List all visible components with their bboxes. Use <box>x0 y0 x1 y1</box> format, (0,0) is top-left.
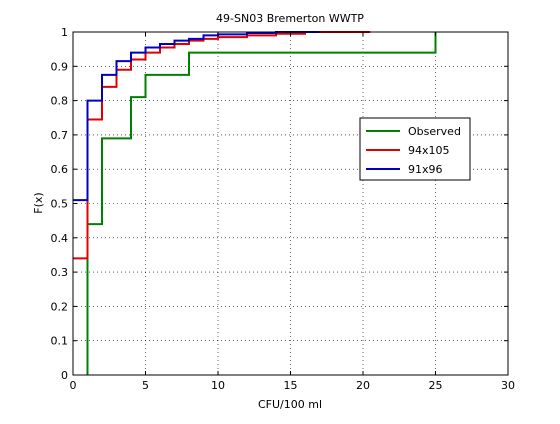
y-tick-label: 0.6 <box>51 163 69 176</box>
y-tick-label: 1 <box>61 26 68 39</box>
y-tick-label: 0.3 <box>51 266 69 279</box>
legend-label-0: Observed <box>408 125 461 138</box>
x-tick-label: 0 <box>70 379 77 392</box>
y-axis-label: F(x) <box>32 192 45 213</box>
y-tick-label: 0.4 <box>51 232 69 245</box>
x-tick-label: 15 <box>284 379 298 392</box>
x-tick-label: 30 <box>501 379 515 392</box>
series-line-0 <box>86 32 437 375</box>
series-line-1 <box>73 31 371 260</box>
legend-label-1: 94x105 <box>408 144 450 157</box>
y-tick-label: 0.1 <box>51 335 69 348</box>
y-tick-label: 0 <box>61 369 68 382</box>
y-tick-label: 0.7 <box>51 129 69 142</box>
series-line-2 <box>73 31 320 202</box>
plot-area <box>73 32 508 375</box>
x-tick-label: 25 <box>429 379 443 392</box>
y-tick-label: 0.5 <box>51 198 69 211</box>
x-tick-label: 10 <box>211 379 225 392</box>
chart-title: 49-SN03 Bremerton WWTP <box>216 12 364 25</box>
legend-label-2: 91x96 <box>408 163 443 176</box>
y-tick-label: 0.9 <box>51 60 69 73</box>
y-tick-label: 0.8 <box>51 95 69 108</box>
x-tick-label: 20 <box>356 379 370 392</box>
x-tick-label: 5 <box>142 379 149 392</box>
x-axis-label: CFU/100 ml <box>258 398 322 411</box>
y-tick-label: 0.2 <box>51 300 69 313</box>
